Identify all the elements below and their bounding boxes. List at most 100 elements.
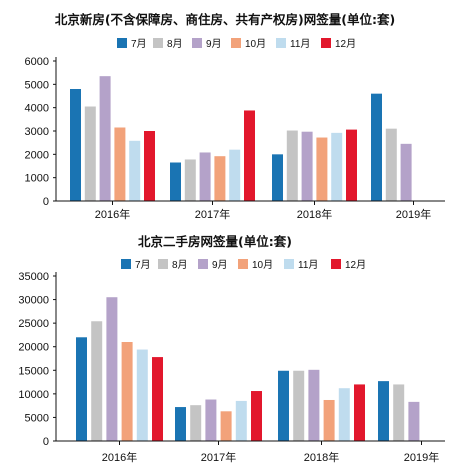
legend-swatch (117, 38, 127, 48)
chart-title: 北京二手房网签量(单位:套) (138, 234, 292, 249)
bars (70, 76, 412, 201)
y-tick-label: 0 (43, 196, 49, 208)
y-tick-label: 10000 (18, 389, 49, 401)
bar (301, 131, 313, 201)
legend-swatch (276, 38, 286, 48)
x-axis: 2016年 2017年 2018年 2019年 (56, 440, 445, 464)
bar (184, 159, 196, 201)
x-tick-label: 2018年 (304, 450, 339, 464)
second-hand-housing-chart: 北京二手房网签量(单位:套) 7月 8月 9月 10月 11月 12月 0 5000 1000… (18, 234, 445, 464)
legend-label: 9月 (212, 259, 228, 271)
x-tick-label: 2017年 (195, 207, 230, 221)
legend-swatch (238, 259, 248, 269)
bar (400, 143, 412, 201)
x-tick-label: 2018年 (297, 207, 332, 221)
y-tick-label: 2000 (25, 149, 49, 161)
legend: 7月 8月 9月 10月 11月 12月 (121, 259, 366, 271)
bar (251, 391, 262, 441)
bar (121, 342, 133, 441)
bar (229, 149, 241, 201)
y-axis: 0 5000 10000 15000 20000 25000 30000 35000 (18, 271, 57, 448)
legend-label: 7月 (135, 259, 151, 271)
bar (272, 154, 283, 201)
x-tick-label: 2016年 (102, 450, 137, 464)
y-tick-label: 6000 (25, 56, 49, 68)
y-tick-label: 25000 (18, 318, 49, 330)
bar (175, 407, 186, 441)
legend: 7月 8月 9月 10月 11月 12月 (117, 38, 356, 50)
bar (144, 131, 155, 201)
bar (220, 411, 232, 441)
bar (286, 130, 298, 201)
y-tick-label: 20000 (18, 342, 49, 354)
y-tick-label: 5000 (25, 79, 49, 91)
legend-swatch (121, 259, 131, 269)
bar (129, 140, 141, 201)
bar (408, 401, 420, 441)
y-tick-label: 3000 (25, 126, 49, 138)
bar (354, 384, 365, 441)
y-tick-label: 35000 (18, 271, 49, 283)
legend-label: 7月 (131, 38, 147, 50)
x-tick-label: 2019年 (396, 207, 431, 221)
x-tick-label: 2016年 (95, 207, 130, 221)
chart-title: 北京新房(不含保障房、商住房、共有产权房)网签量(单位:套) (55, 12, 395, 27)
legend-label: 10月 (245, 38, 266, 50)
bar (76, 337, 87, 441)
bar (190, 405, 202, 441)
bars (76, 297, 420, 441)
new-housing-chart: 北京新房(不含保障房、商住房、共有产权房)网签量(单位:套) 7月 8月 9月 10月… (25, 12, 445, 221)
x-tick-label: 2019年 (404, 450, 439, 464)
legend-label: 11月 (290, 38, 310, 50)
bar (170, 162, 181, 201)
bar (331, 132, 343, 201)
bar (378, 381, 389, 441)
bar (338, 388, 350, 441)
x-tick-label: 2017年 (201, 450, 236, 464)
y-tick-label: 5000 (25, 412, 49, 424)
bar (70, 89, 81, 201)
bar (114, 127, 126, 201)
legend-label: 12月 (345, 259, 366, 271)
legend-swatch (192, 38, 202, 48)
x-axis: 2016年 2017年 2018年 2019年 (56, 200, 445, 221)
bar (393, 384, 405, 441)
y-tick-label: 0 (43, 436, 49, 448)
legend-label: 8月 (172, 259, 188, 271)
y-tick-label: 1000 (25, 173, 49, 185)
bar (293, 370, 305, 441)
bar (323, 399, 335, 441)
bar (316, 137, 328, 201)
bar (278, 370, 289, 441)
bar (346, 129, 357, 201)
bar (205, 399, 217, 441)
bar (214, 156, 226, 201)
legend-swatch (331, 259, 341, 269)
legend-swatch (198, 259, 208, 269)
legend-swatch (321, 38, 331, 48)
legend-label: 11月 (298, 259, 318, 271)
bar (371, 93, 382, 201)
bar (385, 128, 397, 201)
bar (84, 106, 96, 201)
legend-label: 8月 (167, 38, 183, 50)
legend-swatch (284, 259, 294, 269)
legend-swatch (158, 259, 168, 269)
bar (244, 110, 255, 201)
bar (235, 400, 247, 441)
bar (99, 76, 111, 201)
bar (152, 357, 163, 441)
bar (308, 369, 320, 441)
legend-label: 12月 (335, 38, 356, 50)
legend-swatch (153, 38, 163, 48)
y-tick-label: 4000 (25, 103, 49, 115)
bar (199, 152, 211, 201)
legend-label: 10月 (252, 259, 273, 271)
bar (136, 349, 148, 441)
bar (106, 297, 118, 441)
y-tick-label: 15000 (18, 365, 49, 377)
y-axis: 0 1000 2000 3000 4000 5000 6000 (25, 56, 57, 208)
legend-label: 9月 (206, 38, 222, 50)
